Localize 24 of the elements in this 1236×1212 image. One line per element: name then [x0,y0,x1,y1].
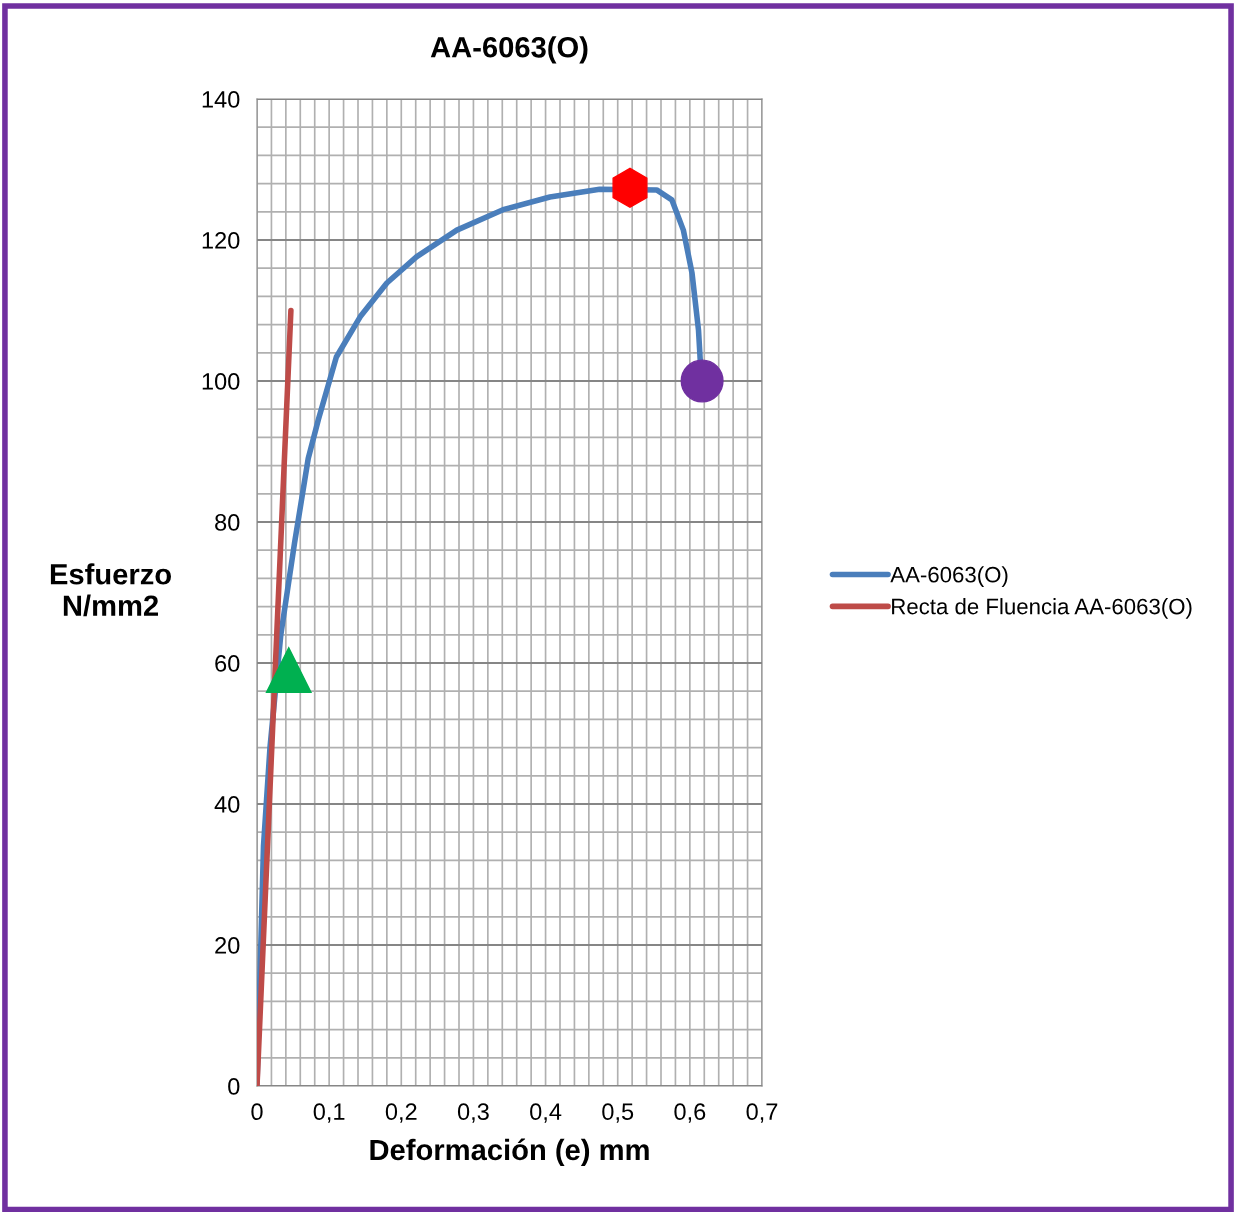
x-tick-label: 0,5 [602,1103,634,1123]
x-tick-label: 0,4 [530,1103,562,1123]
y-tick-label: 60 [215,655,240,672]
y-tick-label: 80 [215,514,240,531]
y-tick-label: 140 [202,91,240,108]
x-tick-label: 0,1 [313,1103,345,1123]
y-tick-label: 20 [215,937,240,954]
x-axis-title: Deformación (e) mm [370,1138,649,1167]
y-tick-label: 40 [214,796,240,813]
y-tick-label: 0 [228,1078,240,1095]
x-tick-label: 0,6 [674,1103,706,1123]
chart-title: AA-6063(O) [430,36,588,64]
point [265,647,312,693]
y-tick-label: 120 [202,232,240,249]
y-tick-label: 100 [202,373,240,390]
point [612,167,648,208]
x-tick-label: 0,7 [746,1103,778,1123]
y-axis-title: Esfuerzo N/mm2 [50,563,171,617]
x-tick-label: 0,2 [385,1103,417,1123]
legend-label: Recta de Fluencia AA-6063(O) [892,598,1192,619]
legend-label: AA-6063(O) [890,566,1008,587]
x-tick-label: 0 [251,1103,263,1121]
point [680,359,724,403]
x-tick-label: 0,3 [457,1103,489,1123]
